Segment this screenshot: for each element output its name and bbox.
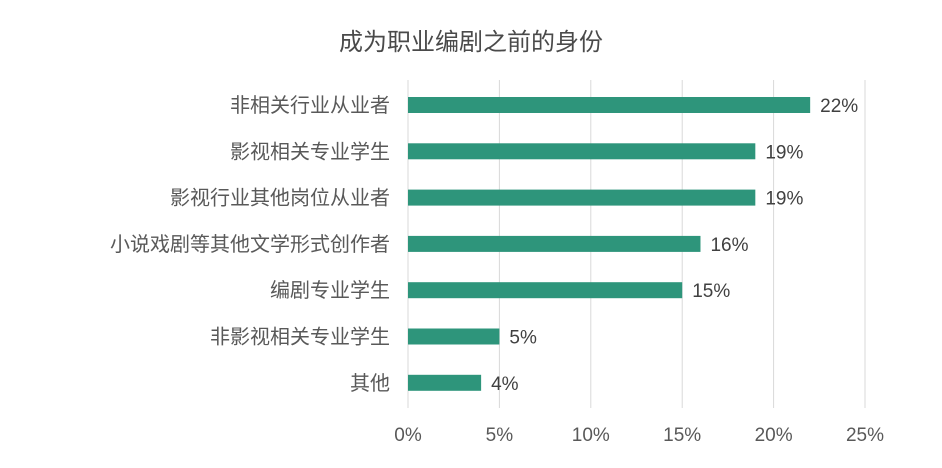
bar bbox=[408, 282, 683, 299]
bar bbox=[408, 374, 482, 391]
data-label: 19% bbox=[765, 189, 803, 210]
category-label: 影视行业其他岗位从业者 bbox=[170, 186, 390, 210]
category-label: 小说戏剧等其他文学形式创作者 bbox=[110, 232, 390, 256]
bar bbox=[408, 235, 701, 252]
data-label: 15% bbox=[692, 281, 730, 302]
bar bbox=[408, 189, 756, 206]
x-axis-tick-labels: 0% 5% 10% 15% 20% 25% bbox=[394, 425, 884, 446]
bar bbox=[408, 143, 756, 160]
data-label: 19% bbox=[765, 142, 803, 163]
x-tick-label: 0% bbox=[394, 425, 422, 446]
x-tick-label: 20% bbox=[755, 425, 793, 446]
data-label: 4% bbox=[491, 374, 519, 395]
bar bbox=[408, 328, 500, 345]
category-label: 影视相关专业学生 bbox=[230, 139, 390, 163]
x-tick-label: 5% bbox=[486, 425, 514, 446]
category-label: 其他 bbox=[350, 371, 390, 395]
category-labels: 非相关行业从业者影视相关专业学生影视行业其他岗位从业者小说戏剧等其他文学形式创作… bbox=[110, 93, 390, 395]
data-labels: 22% 19% 19% 16% 15% 5% 4% bbox=[491, 96, 858, 395]
x-tick-label: 25% bbox=[846, 425, 884, 446]
bar bbox=[408, 97, 811, 113]
data-label: 5% bbox=[509, 328, 537, 349]
category-label: 非影视相关专业学生 bbox=[210, 325, 390, 349]
data-label: 16% bbox=[710, 235, 748, 256]
category-label: 非相关行业从业者 bbox=[230, 93, 390, 117]
x-tick-label: 15% bbox=[663, 425, 701, 446]
bars bbox=[408, 97, 811, 391]
data-label: 22% bbox=[820, 96, 858, 117]
category-label: 编剧专业学生 bbox=[270, 278, 390, 302]
chart-title: 成为职业编剧之前的身份 bbox=[339, 28, 603, 56]
x-tick-label: 10% bbox=[572, 425, 610, 446]
